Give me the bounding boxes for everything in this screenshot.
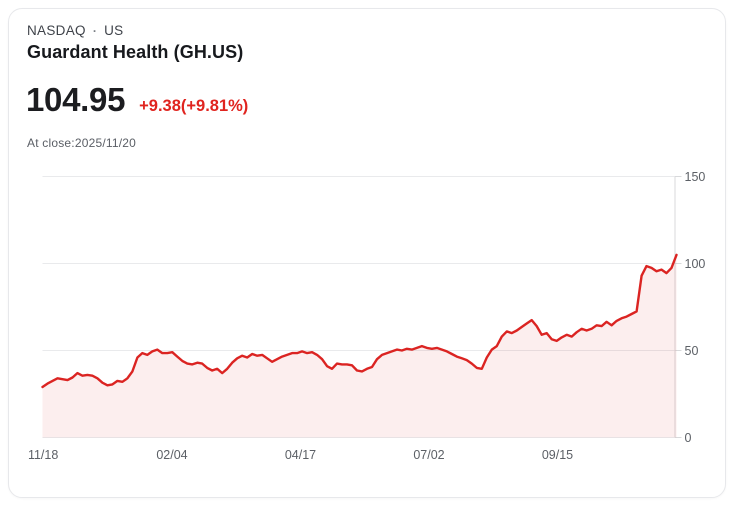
exchange-row: NASDAQ · US bbox=[27, 23, 123, 39]
exchange-label: NASDAQ bbox=[27, 23, 86, 38]
stock-title: Guardant Health (GH.US) bbox=[27, 42, 244, 62]
x-tick-label-04-17: 04/17 bbox=[285, 448, 316, 462]
y-tick-label-150: 150 bbox=[685, 170, 706, 184]
y-tick-label-100: 100 bbox=[685, 257, 706, 271]
x-tick-label-09-15: 09/15 bbox=[542, 448, 573, 462]
x-tick-label-02-04: 02/04 bbox=[156, 448, 187, 462]
y-tick-label-50: 50 bbox=[685, 344, 699, 358]
price-area-fill bbox=[42, 254, 677, 438]
x-tick-label-11-18: 11/18 bbox=[28, 448, 58, 462]
separator-dot: · bbox=[92, 24, 98, 38]
last-price: 104.95 bbox=[26, 81, 126, 118]
x-tick-label-07-02: 07/02 bbox=[413, 448, 444, 462]
price-change: +9.38(+9.81%) bbox=[139, 97, 249, 115]
price-row: 104.95 +9.38(+9.81%) bbox=[26, 81, 248, 119]
quote-card bbox=[8, 8, 726, 498]
y-tick-label-0: 0 bbox=[685, 431, 692, 445]
as-of-close-label: At close:2025/11/20 bbox=[27, 136, 136, 150]
price-line bbox=[41, 253, 678, 389]
region-label: US bbox=[104, 23, 124, 38]
